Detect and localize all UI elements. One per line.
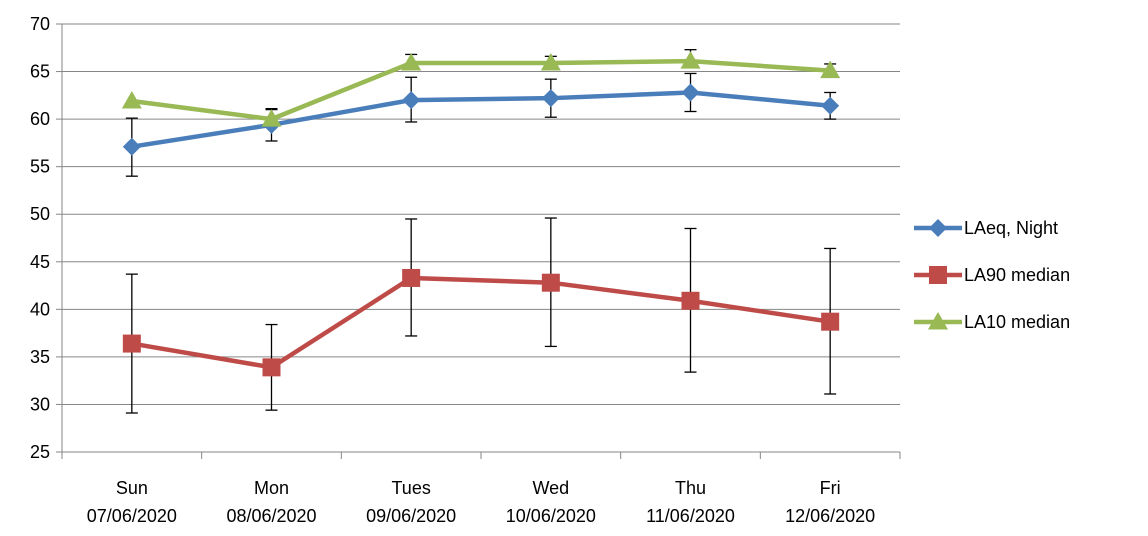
data-point-la90-median: [122, 334, 141, 353]
y-tick-label: 30: [30, 394, 50, 414]
series-markers: [121, 51, 841, 377]
x-tick-label-date: 09/06/2020: [366, 506, 456, 526]
y-tick-label: 55: [30, 157, 50, 177]
x-tick-label-date: 11/06/2020: [646, 506, 735, 526]
legend-marker-la90-median: [929, 266, 947, 284]
y-tick-label: 50: [30, 204, 50, 224]
y-tick-label: 25: [30, 442, 50, 462]
x-tick-label-date: 10/06/2020: [506, 506, 596, 526]
legend-marker-laeq-night: [929, 219, 947, 237]
y-tick-label: 35: [30, 347, 50, 367]
y-tick-label: 45: [30, 252, 50, 272]
y-tick-label: 65: [30, 62, 50, 82]
legend-marker-la10-median: [928, 312, 948, 330]
series-lines: [131, 58, 831, 370]
data-point-la90-median: [262, 358, 281, 377]
gridlines: [62, 23, 900, 405]
y-tick-label: 70: [30, 14, 50, 34]
data-point-la10-median: [680, 51, 701, 69]
data-point-laeq-night: [681, 83, 700, 102]
data-point-laeq-night: [122, 137, 141, 156]
data-point-laeq-night: [821, 96, 840, 115]
x-tick-label-day: Fri: [820, 478, 841, 498]
x-tick-label-day: Mon: [254, 478, 289, 498]
x-tick-label-day: Tues: [391, 478, 430, 498]
data-point-laeq-night: [402, 91, 421, 110]
data-point-la10-median: [401, 52, 422, 71]
error-bars: [125, 49, 837, 414]
data-point-la10-median: [820, 60, 841, 79]
x-tick-label-date: 08/06/2020: [226, 506, 316, 526]
tick-labels: 25 30 35 40 45 50 55 60 65 70 Sun 07/06/2020 Mon 08/0…: [30, 14, 875, 526]
series-line-laeq-night: [131, 90, 831, 149]
data-point-la90-median: [681, 291, 700, 310]
data-point-la10-median: [261, 109, 282, 127]
x-tick-label-date: 12/06/2020: [785, 506, 875, 526]
data-point-la90-median: [821, 312, 840, 331]
series-line-la10-median: [131, 58, 831, 122]
x-tick-label-day: Sun: [116, 478, 148, 498]
data-point-la90-median: [402, 268, 421, 287]
y-tick-label: 60: [30, 109, 50, 129]
legend-label-laeq-night: LAeq, Night: [964, 218, 1058, 238]
data-point-la10-median: [540, 52, 561, 71]
legend-label-la90-median: LA90 median: [964, 265, 1070, 285]
y-tick-label: 40: [30, 299, 50, 319]
x-tick-label-day: Wed: [532, 478, 569, 498]
x-tick-label-day: Thu: [675, 478, 706, 498]
axes: [56, 23, 901, 459]
legend: LAeq, Night LA90 median LA10 median: [914, 218, 1070, 332]
data-point-la10-median: [121, 91, 142, 109]
legend-label-la10-median: LA10 median: [964, 312, 1070, 332]
data-point-laeq-night: [541, 89, 560, 108]
x-tick-label-date: 07/06/2020: [87, 506, 177, 526]
data-point-la90-median: [541, 273, 560, 292]
series-line-la90-median: [131, 275, 831, 370]
